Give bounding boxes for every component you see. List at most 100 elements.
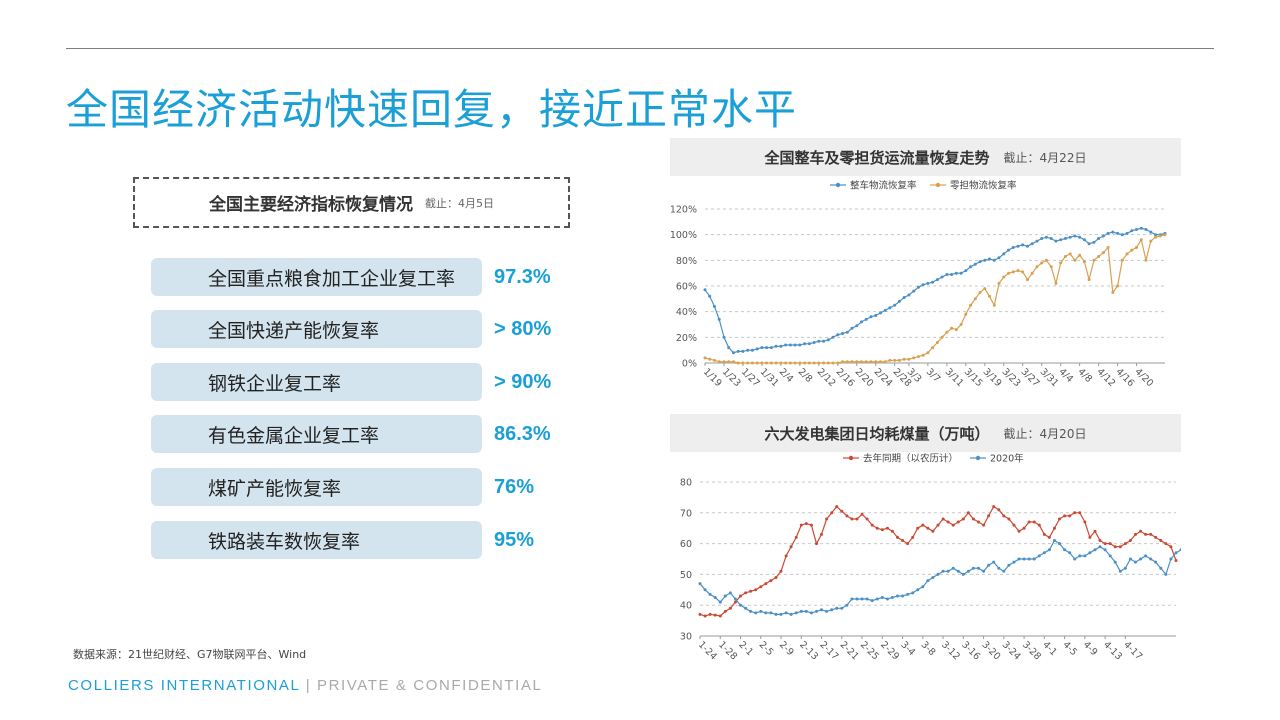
freight-series-0-point-85	[1106, 231, 1110, 235]
freight-series-0-point-74	[1054, 239, 1058, 243]
indicators-as-of: 截止：4月5日	[425, 196, 494, 210]
freight-series-0-point-75	[1059, 238, 1063, 242]
indicator-value-1: 97.3%	[494, 265, 551, 288]
coal-series-0-point-25	[825, 517, 829, 521]
freight-series-0-point-80	[1082, 238, 1086, 242]
coal-series-1-point-57	[987, 563, 991, 567]
coal-legend-marker-0	[848, 455, 854, 461]
freight-series-0-point-29	[841, 332, 844, 335]
coal-series-0-point-51	[956, 520, 960, 524]
coal-series-1-point-80	[1103, 548, 1107, 552]
freight-series-1-point-10	[750, 361, 754, 365]
coal-series-0-point-44	[921, 523, 925, 527]
coal-series-1-point-56	[982, 569, 986, 573]
freight-series-0-point-44	[912, 289, 916, 293]
coal-series-0-point-66	[1032, 520, 1036, 524]
freight-series-0-point-51	[945, 273, 949, 276]
freight-series-1-point-67	[1021, 270, 1025, 274]
freight-series-1-point-25	[822, 361, 826, 365]
freight-series-0-point-0	[703, 288, 707, 292]
freight-series-0-point-5	[727, 346, 731, 350]
freight-series-0-point-50	[940, 275, 944, 279]
coal-series-0-point-30	[850, 517, 854, 521]
freight-series-0-point-76	[1063, 237, 1067, 240]
footer-confidential: PRIVATE & CONFIDENTIAL	[316, 677, 543, 694]
coal-series-1-point-13	[764, 611, 768, 615]
coal-series-1-point-44	[921, 585, 925, 589]
freight-series-0-point-59	[983, 258, 987, 262]
coal-series-0-point-12	[759, 585, 763, 589]
coal-series-1-point-78	[1093, 548, 1097, 552]
freight-legend-marker-0	[835, 182, 841, 188]
coal-series-0-point-4	[718, 614, 722, 618]
coal-series-1-point-58	[992, 560, 996, 564]
freight-series-1-point-73	[1049, 265, 1053, 269]
coal-series-0-point-32	[860, 512, 864, 516]
freight-series-1-point-70	[1035, 265, 1039, 269]
freight-series-1-point-13	[765, 361, 769, 365]
freight-series-1-point-85	[1106, 246, 1110, 249]
freight-series-0-point-92	[1139, 226, 1143, 230]
coal-series-1-point-15	[774, 612, 778, 616]
freight-series-1-point-17	[784, 361, 788, 365]
freight-series-0-point-40	[893, 303, 897, 307]
freight-series-1-point-23	[812, 361, 816, 365]
freight-series-1-point-7	[736, 361, 740, 365]
freight-series-0-point-53	[954, 271, 958, 275]
coal-series-0-point-15	[774, 576, 778, 579]
freight-series-1-point-65	[1011, 270, 1015, 274]
coal-x-tick-18: 4-5	[1060, 639, 1079, 658]
freight-series-0-point-31	[850, 326, 854, 330]
coal-series-0-point-37	[885, 526, 889, 530]
freight-series-0-point-91	[1135, 228, 1138, 231]
coal-series-0-point-59	[997, 508, 1001, 512]
coal-x-tick-21: 4-17	[1121, 639, 1144, 662]
freight-series-1-point-74	[1054, 281, 1058, 285]
freight-series-1-point-36	[874, 360, 878, 364]
freight-series-0-point-1	[708, 294, 712, 298]
freight-series-0-point-68	[1026, 244, 1029, 248]
coal-series-0-point-46	[931, 529, 935, 533]
freight-series-1-point-11	[755, 361, 759, 365]
coal-series-1-point-0	[698, 582, 702, 586]
coal-series-1-point-46	[931, 576, 935, 579]
coal-y-tick-5: 80	[680, 478, 692, 489]
freight-series-0-point-34	[864, 317, 868, 321]
indicator-label-2: 全国快递产能恢复率	[151, 310, 482, 348]
freight-series-1-point-38	[883, 360, 887, 364]
freight-series-0-point-18	[788, 343, 792, 347]
freight-y-tick-3: 60%	[676, 282, 697, 293]
freight-series-0-point-27	[831, 335, 835, 339]
freight-series-1-point-44	[912, 356, 916, 360]
coal-series-0-point-38	[890, 529, 894, 533]
freight-series-0-point-84	[1101, 234, 1105, 238]
coal-series-0-point-73	[1068, 514, 1072, 518]
freight-series-1-point-58	[978, 290, 982, 294]
coal-series-0-point-61	[1007, 517, 1011, 521]
freight-series-0-point-28	[836, 333, 840, 337]
coal-series-1-point-11	[754, 611, 758, 615]
freight-series-0-point-78	[1073, 234, 1077, 238]
coal-series-1-point-49	[946, 569, 950, 573]
footer: COLLIERS INTERNATIONAL | PRIVATE & CONFI…	[68, 677, 543, 694]
coal-series-1-point-53	[966, 569, 970, 573]
freight-series-1-point-27	[831, 361, 835, 365]
coal-series-1-point-16	[779, 612, 783, 616]
coal-series-0-point-24	[820, 532, 823, 536]
freight-series-0-point-8	[741, 349, 745, 353]
freight-x-tick-9: 2/24	[872, 366, 895, 389]
coal-series-0-point-83	[1118, 545, 1122, 549]
coal-series-0-point-52	[961, 517, 965, 521]
freight-series-0-point-22	[807, 342, 811, 346]
coal-x-tick-14: 3-20	[979, 639, 1002, 662]
coal-series-1-point-32	[860, 597, 864, 601]
freight-series-1-point-16	[779, 361, 783, 365]
coal-series-0-point-53	[966, 511, 970, 515]
coal-series-1-point-19	[794, 611, 798, 615]
freight-series-0-point-4	[722, 335, 726, 339]
freight-series-1-point-20	[798, 361, 802, 365]
coal-series-line-0	[699, 505, 1177, 617]
coal-series-0-point-47	[936, 523, 940, 527]
freight-series-1-point-96	[1158, 234, 1162, 238]
